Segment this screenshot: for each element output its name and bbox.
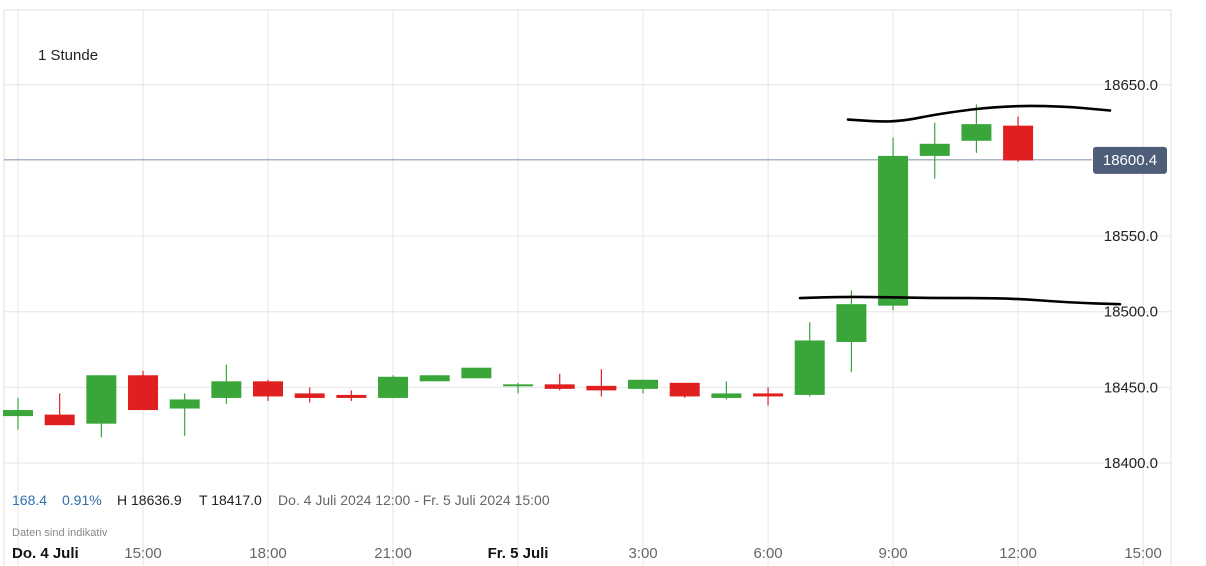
x-tick-label: 9:00 xyxy=(878,545,907,562)
x-tick-label: Fr. 5 Juli xyxy=(488,545,549,562)
x-tick-label: Do. 4 Juli xyxy=(12,545,79,562)
x-tick-label: 12:00 xyxy=(999,545,1037,562)
x-tick-label: 3:00 xyxy=(628,545,657,562)
support-drawing-line[interactable] xyxy=(798,295,1122,306)
low-value: T 18417.0 xyxy=(199,492,262,508)
candle-body[interactable] xyxy=(86,375,117,424)
candle-body[interactable] xyxy=(253,381,284,397)
candle-body[interactable] xyxy=(503,384,534,387)
current-price-tag xyxy=(1093,146,1167,174)
y-tick-label: 18400.0 xyxy=(1104,455,1158,472)
x-tick-label: 6:00 xyxy=(753,545,782,562)
drawing-layer xyxy=(798,104,1122,306)
candle-body[interactable] xyxy=(919,143,950,156)
y-tick-label: 18450.0 xyxy=(1104,379,1158,396)
candle-layer xyxy=(3,104,1034,438)
high-value: H 18636.9 xyxy=(117,492,182,508)
x-tick-label: 18:00 xyxy=(249,545,287,562)
candle-body[interactable] xyxy=(628,379,659,389)
candle-body[interactable] xyxy=(669,382,700,397)
candle-body[interactable] xyxy=(461,367,492,379)
candle-body[interactable] xyxy=(586,385,617,391)
candle-body[interactable] xyxy=(44,414,75,426)
x-tick-label: 21:00 xyxy=(374,545,412,562)
change-value: 168.4 xyxy=(12,492,47,508)
x-tick-label: 15:00 xyxy=(1124,545,1162,562)
current-price-label: 18600.4 xyxy=(1103,152,1157,169)
change-percent: 0.91% xyxy=(62,492,102,508)
axis-layer: 18400.0 18450.0 18500.0 18550.0 18650.0 Do. 4… xyxy=(12,77,1167,562)
candle-body[interactable] xyxy=(544,384,575,389)
candle-body[interactable] xyxy=(3,410,33,417)
disclaimer-text: Daten sind indikativ xyxy=(12,527,108,539)
timeframe-label[interactable]: 1 Stunde xyxy=(38,47,98,64)
candle-body[interactable] xyxy=(211,381,242,398)
date-range: Do. 4 Juli 2024 12:00 - Fr. 5 Juli 2024 … xyxy=(278,492,550,508)
candle-body[interactable] xyxy=(794,340,825,395)
y-tick-label: 18550.0 xyxy=(1104,228,1158,245)
candle-body[interactable] xyxy=(961,124,992,141)
grid-layer xyxy=(3,9,1172,566)
candle-body[interactable] xyxy=(836,304,867,342)
resistance-drawing-line[interactable] xyxy=(846,104,1112,123)
candle-body[interactable] xyxy=(711,393,742,398)
candle-body[interactable] xyxy=(419,375,450,382)
candle-body[interactable] xyxy=(878,155,909,306)
candle-body[interactable] xyxy=(169,399,200,409)
candle-body[interactable] xyxy=(753,393,784,397)
candle-body[interactable] xyxy=(128,375,159,411)
candle-body[interactable] xyxy=(336,394,367,398)
candle-body[interactable] xyxy=(294,393,325,398)
y-tick-label: 18650.0 xyxy=(1104,77,1158,94)
candle-body[interactable] xyxy=(378,376,409,398)
x-tick-label: 15:00 xyxy=(124,545,162,562)
candle-body[interactable] xyxy=(1003,125,1034,161)
y-tick-label: 18500.0 xyxy=(1104,304,1158,321)
